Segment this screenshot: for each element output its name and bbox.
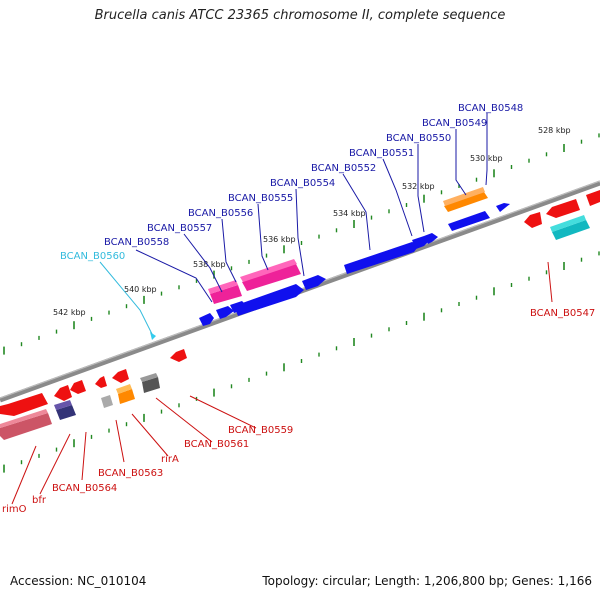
gene-feature[interactable] xyxy=(118,389,135,404)
gene-feature[interactable] xyxy=(140,373,158,382)
leader-line xyxy=(295,188,305,277)
gene-feature[interactable] xyxy=(444,192,488,212)
reverse-genes xyxy=(0,190,600,440)
gene-feature[interactable] xyxy=(0,413,52,440)
kbp-label-534: 534 kbp xyxy=(333,209,366,218)
gene-label[interactable]: BCAN_B0551 xyxy=(349,148,414,159)
leader-line xyxy=(189,395,257,429)
leader-line xyxy=(183,233,223,293)
gene-label[interactable]: BCAN_B0557 xyxy=(147,223,212,234)
forward-leaders xyxy=(99,113,488,335)
leader-line xyxy=(115,419,125,463)
gene-label[interactable]: BCAN_B0561 xyxy=(184,439,249,450)
leader-line xyxy=(39,433,71,495)
gene-label[interactable]: BCAN_B0548 xyxy=(458,103,523,114)
gene-feature[interactable] xyxy=(443,187,485,206)
kbp-label-528: 528 kbp xyxy=(538,126,571,135)
gene-feature[interactable] xyxy=(234,284,304,316)
gene-feature[interactable] xyxy=(150,332,156,340)
map-title: Brucella canis ATCC 23365 chromosome II,… xyxy=(94,8,506,23)
leader-line xyxy=(382,158,413,237)
gene-feature[interactable] xyxy=(552,220,590,240)
reverse-labels: BCAN_B0547 BCAN_B0559 BCAN_B0561 rirA BC… xyxy=(2,308,595,515)
gene-label[interactable]: bfr xyxy=(32,495,47,506)
gene-feature[interactable] xyxy=(216,306,234,319)
gene-feature[interactable] xyxy=(54,400,72,410)
gene-feature[interactable] xyxy=(424,233,438,244)
gene-feature[interactable] xyxy=(112,369,129,383)
leader-line xyxy=(547,261,553,303)
gene-feature[interactable] xyxy=(116,384,132,394)
gene-feature[interactable] xyxy=(170,349,187,362)
gene-label[interactable]: BCAN_B0549 xyxy=(422,118,487,129)
gene-label[interactable]: BCAN_B0547 xyxy=(530,308,595,319)
kbp-label-538: 538 kbp xyxy=(193,260,226,269)
gene-label[interactable]: BCAN_B0554 xyxy=(270,178,335,189)
leader-line xyxy=(99,261,153,335)
gene-feature[interactable] xyxy=(230,301,247,313)
gene-label[interactable]: BCAN_B0555 xyxy=(228,193,293,204)
reverse-leaders xyxy=(11,261,553,505)
gene-feature[interactable] xyxy=(242,264,301,291)
accession-text: Accession: NC_010104 xyxy=(10,574,147,588)
gene-label[interactable]: rirA xyxy=(161,454,179,465)
gene-feature[interactable] xyxy=(0,393,48,416)
leader-line xyxy=(417,144,425,233)
kbp-label-530: 530 kbp xyxy=(470,154,503,163)
kbp-label-536: 536 kbp xyxy=(263,235,296,244)
gene-label[interactable]: BCAN_B0560 xyxy=(60,251,125,262)
summary-text: Topology: circular; Length: 1,206,800 bp… xyxy=(262,574,592,588)
gene-feature[interactable] xyxy=(496,203,510,212)
kbp-label-540: 540 kbp xyxy=(124,285,157,294)
gene-label[interactable]: BCAN_B0550 xyxy=(386,133,451,144)
forward-labels: BCAN_B0548 BCAN_B0549 BCAN_B0550 BCAN_B0… xyxy=(60,103,523,262)
gene-label[interactable]: BCAN_B0564 xyxy=(52,483,117,494)
leader-line xyxy=(257,203,269,271)
gene-feature[interactable] xyxy=(448,211,490,231)
gene-feature[interactable] xyxy=(142,377,160,393)
kbp-label-542: 542 kbp xyxy=(53,308,86,317)
leader-line xyxy=(135,249,213,303)
gene-feature[interactable] xyxy=(240,259,297,282)
tick-tracks xyxy=(3,133,600,473)
gene-feature[interactable] xyxy=(546,199,580,218)
gene-label[interactable]: rimO xyxy=(2,504,27,515)
gene-label[interactable]: BCAN_B0563 xyxy=(98,468,163,479)
gene-feature[interactable] xyxy=(412,236,430,249)
gene-feature[interactable] xyxy=(210,285,242,304)
gene-feature[interactable] xyxy=(586,190,600,206)
leader-line xyxy=(485,113,488,186)
gene-feature[interactable] xyxy=(95,376,107,388)
gene-label[interactable]: BCAN_B0558 xyxy=(104,237,169,248)
gene-feature[interactable] xyxy=(524,212,542,228)
gene-feature[interactable] xyxy=(54,385,72,401)
gene-feature[interactable] xyxy=(550,215,586,232)
gene-feature[interactable] xyxy=(208,280,238,294)
gene-feature[interactable] xyxy=(302,275,326,290)
gene-feature[interactable] xyxy=(56,405,76,420)
gene-label[interactable]: BCAN_B0559 xyxy=(228,425,293,436)
leader-line xyxy=(81,431,87,481)
leader-line xyxy=(342,173,371,251)
leader-line xyxy=(11,445,37,505)
gene-feature[interactable] xyxy=(199,313,214,326)
gene-feature[interactable] xyxy=(0,409,48,428)
leader-line xyxy=(155,397,213,443)
gene-label[interactable]: BCAN_B0556 xyxy=(188,208,253,219)
forward-genes xyxy=(150,187,510,340)
gene-feature[interactable] xyxy=(344,242,420,274)
gene-feature[interactable] xyxy=(70,380,86,394)
leader-line xyxy=(131,413,169,457)
gene-label[interactable]: BCAN_B0552 xyxy=(311,163,376,174)
leader-line xyxy=(221,218,237,283)
leader-line xyxy=(455,129,467,196)
gene-feature[interactable] xyxy=(101,395,113,408)
